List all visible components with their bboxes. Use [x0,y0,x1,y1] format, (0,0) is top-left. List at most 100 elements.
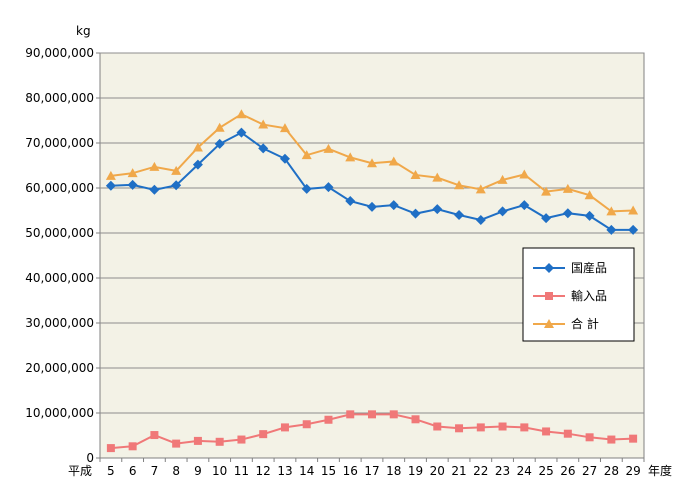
data-point [171,165,182,175]
data-point [280,423,289,432]
data-point [367,158,377,168]
legend-swatch-marker [544,319,554,328]
data-point [584,210,595,221]
data-point [105,180,116,191]
data-point [541,213,552,224]
x-tick-label: 11 [234,464,249,478]
x-tick-label: 15 [321,464,336,478]
data-point [279,153,290,164]
legend-item: 国産品 [533,260,607,275]
legend-swatch-marker [545,292,553,300]
x-tick-label: 20 [430,464,445,478]
data-point [629,434,638,443]
x-tick-label: 26 [560,464,575,478]
data-point [563,429,572,438]
data-point [562,208,573,219]
x-tick-label: 7 [151,464,159,478]
data-point [236,127,247,138]
data-point [497,174,508,184]
data-point [475,214,486,225]
x-tick-label: 25 [538,464,553,478]
data-point [606,206,617,216]
data-point [432,204,443,215]
data-point [279,123,290,133]
data-point [345,196,356,207]
x-tick-label: 21 [451,464,466,478]
x-tick-label: 19 [408,464,423,478]
y-axis: 0 10,000,000 20,000,000 30,000,000 40,000,00… [25,46,100,465]
x-tick-label: 9 [194,464,202,478]
data-point [454,210,465,220]
legend-swatch-marker [544,263,554,273]
y-tick-label: 60,000,000 [25,181,94,195]
data-point [237,435,246,444]
y-tick-label: 70,000,000 [25,136,94,150]
legend-box [522,247,635,342]
data-point [215,437,224,446]
x-tick-label: 18 [386,464,401,478]
data-point [410,208,421,219]
data-point [323,182,334,193]
series-3 [105,109,639,216]
data-point [128,442,137,451]
x-tick-label: 6 [129,464,137,478]
data-point [301,183,312,194]
y-tick-label: 30,000,000 [25,316,94,330]
data-point [368,410,376,419]
data-point [192,142,203,152]
data-point [259,430,268,439]
legend-label: 国産品 [571,260,607,275]
x-tick-label: 17 [364,464,379,478]
data-point [498,422,507,431]
data-point [628,205,639,215]
x-axis-suffix-label: 年度 [648,463,672,478]
data-point [410,169,421,179]
legend-label: 合 計 [571,316,599,331]
data-point [519,200,530,211]
x-tick-label: 22 [473,464,488,478]
data-point [497,206,508,217]
x-tick-label: 27 [582,464,597,478]
data-point [214,122,225,132]
data-point [475,184,486,194]
x-tick-label: 16 [343,464,358,478]
data-point [127,179,138,190]
series-2 [106,410,638,453]
data-point [302,420,311,429]
data-point [150,431,159,440]
data-point [149,161,160,171]
x-axis: 5 6 7 8 9 10 11 12 13 14 15 16 17 18 19 20 21 22 23 24 25 26 2… [99,457,645,478]
data-point [519,169,530,179]
data-point [214,138,225,149]
data-point [607,435,616,444]
data-point [367,201,377,212]
y-tick-label: 10,000,000 [25,406,94,420]
data-point [454,180,465,190]
data-point [106,444,115,453]
data-point [520,423,529,432]
y-tick-label: 90,000,000 [25,46,94,60]
x-axis-prefix-label: 平成 [68,464,92,478]
gridlines [100,52,644,414]
x-tick-label: 24 [517,464,532,478]
data-point [388,156,399,166]
data-point [541,186,552,196]
series-layer [105,109,639,453]
x-tick-label: 14 [299,464,314,478]
data-point [149,184,160,195]
data-point [171,180,182,191]
data-point [258,143,269,154]
legend-label: 輸入品 [571,288,607,303]
y-axis-unit-label: kg [76,24,91,38]
data-point [172,439,181,448]
x-tick-label: 8 [172,464,180,478]
data-point [476,423,485,432]
legend-item: 合 計 [533,316,599,331]
x-tick-label: 5 [107,464,115,478]
data-point [542,427,551,436]
data-point [193,436,202,445]
data-point [323,143,334,153]
x-tick-label: 10 [212,464,227,478]
